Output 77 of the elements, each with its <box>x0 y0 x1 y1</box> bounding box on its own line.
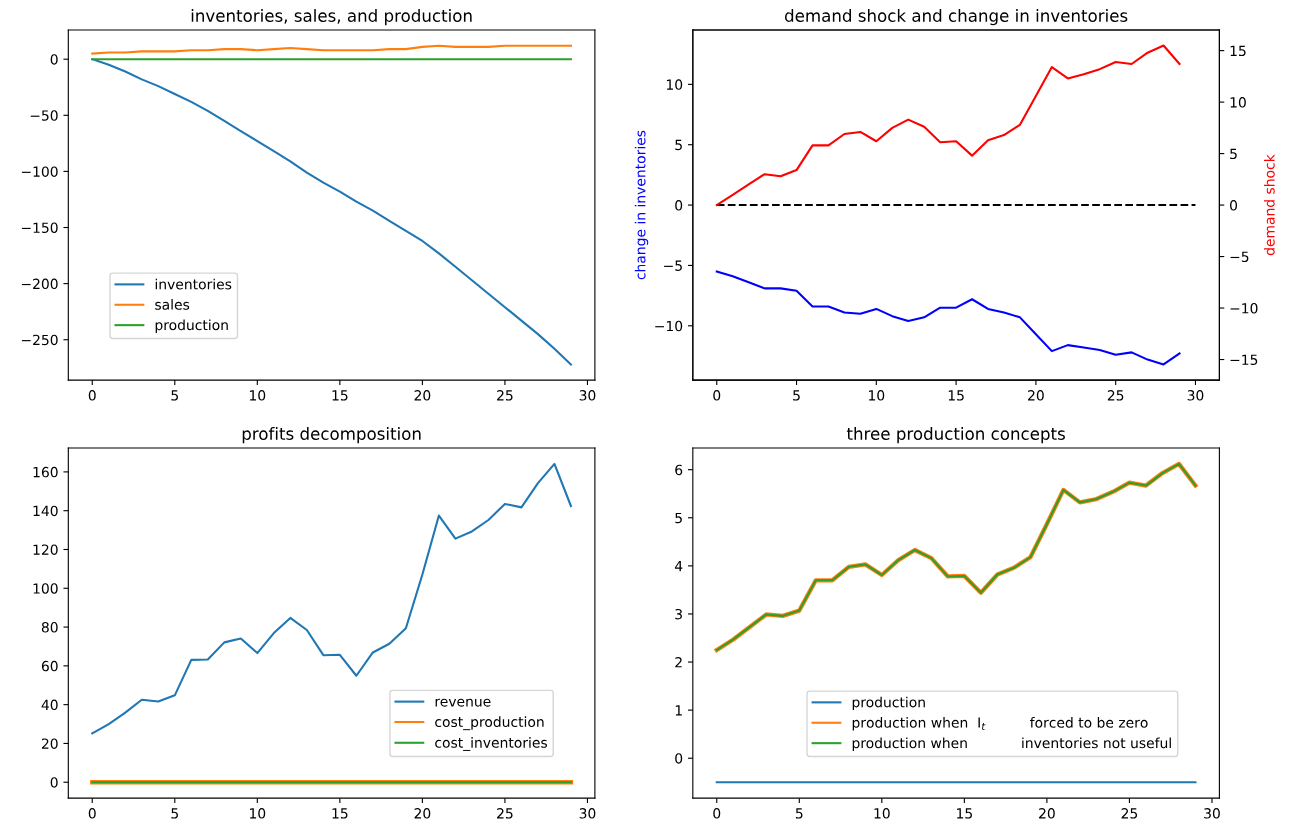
y-tick-label: −50 <box>30 110 58 121</box>
y2-tick-label: 10 <box>1230 97 1246 108</box>
x-tick-label: 25 <box>497 390 513 401</box>
x-tick-label: 10 <box>869 390 885 401</box>
y-axis-title: change in inventories <box>634 130 649 280</box>
x-tick-label: 15 <box>332 808 348 819</box>
legend-label: production when inventories not useful <box>852 737 1171 751</box>
x-tick-label: 25 <box>1121 808 1138 819</box>
x-tick-label: 0 <box>88 390 96 401</box>
x-tick-label: 10 <box>250 390 266 401</box>
legend-label: inventories <box>155 278 232 290</box>
x-tick-label: 15 <box>948 390 964 401</box>
y-tick-label: 120 <box>33 544 58 555</box>
x-tick-label: 30 <box>1204 808 1220 819</box>
y-tick-label: 6 <box>675 464 683 476</box>
x-tick-label: 15 <box>957 808 972 819</box>
x-tick-label: 5 <box>795 808 803 819</box>
y2-tick-label: 15 <box>1230 45 1246 57</box>
legend-label: cost_inventories <box>435 737 547 751</box>
y-tick-label: 60 <box>41 660 58 672</box>
x-tick-label: 30 <box>579 390 596 401</box>
chart-title: demand shock and change in inventories <box>784 9 1128 26</box>
x-tick-label: 0 <box>713 808 721 819</box>
y2-tick-label: −10 <box>1230 303 1258 314</box>
text: production when I$_{t}$ forced to be zero <box>852 717 1148 731</box>
y-tick-label: 40 <box>41 699 58 711</box>
x-tick-label: 5 <box>793 390 800 401</box>
legend-label: revenue <box>435 698 491 707</box>
legend-label: sales <box>155 299 190 310</box>
y-tick-label: −150 <box>21 222 58 233</box>
y-tick-label: 4 <box>674 561 683 572</box>
legend-label: cost_production <box>435 716 544 731</box>
x-tick-label: 5 <box>171 808 178 819</box>
y2-axis-title: demand shock <box>1263 154 1275 256</box>
y-tick-label: 3 <box>675 608 682 620</box>
y-tick-label: 0 <box>50 54 58 65</box>
x-tick-label: 0 <box>713 390 721 401</box>
x-tick-label: 5 <box>171 390 178 401</box>
legend-label: production <box>155 319 228 333</box>
y-tick-label: 0 <box>675 753 683 764</box>
x-tick-label: 10 <box>250 808 266 819</box>
legend-label: production <box>852 696 925 711</box>
y-tick-label: −250 <box>21 334 58 346</box>
chart-title: three production concepts <box>846 427 1065 444</box>
y-tick-label: 80 <box>41 622 58 633</box>
x-tick-label: 15 <box>332 390 348 401</box>
y-tick-label: 140 <box>33 505 58 517</box>
y-tick-label: 1 <box>675 705 682 716</box>
x-tick-label: 30 <box>579 808 596 819</box>
x-tick-label: 30 <box>1187 390 1204 401</box>
y-tick-label: 20 <box>41 738 58 749</box>
y-tick-label: 10 <box>666 79 683 90</box>
x-tick-label: 10 <box>874 808 890 819</box>
y2-tick-label: −15 <box>1230 354 1258 365</box>
y-tick-label: −5 <box>664 260 682 271</box>
y2-tick-label: 0 <box>1230 200 1238 211</box>
x-tick-label: 0 <box>88 808 96 819</box>
y-tick-label: −10 <box>655 320 683 332</box>
y2-tick-label: 5 <box>1230 148 1237 160</box>
chart-title: inventories, sales, and production <box>191 9 472 26</box>
y-tick-label: 0 <box>50 777 58 788</box>
x-tick-label: 20 <box>414 808 431 819</box>
y-tick-label: −200 <box>21 278 58 290</box>
y-tick-label: 160 <box>33 466 58 478</box>
y2-tick-label: −5 <box>1230 251 1249 263</box>
y-tick-label: −100 <box>21 166 58 177</box>
y-tick-label: 100 <box>33 583 58 594</box>
x-tick-label: 25 <box>1107 390 1124 401</box>
y-tick-label: 2 <box>675 657 682 668</box>
y-tick-label: 5 <box>675 139 682 151</box>
x-tick-label: 20 <box>414 390 431 401</box>
y-tick-label: 0 <box>675 200 683 211</box>
x-tick-label: 25 <box>497 808 513 819</box>
x-tick-label: 20 <box>1028 390 1044 401</box>
x-tick-label: 20 <box>1039 808 1055 819</box>
y-tick-label: 5 <box>675 512 682 524</box>
chart-title: profits decomposition <box>242 427 421 444</box>
